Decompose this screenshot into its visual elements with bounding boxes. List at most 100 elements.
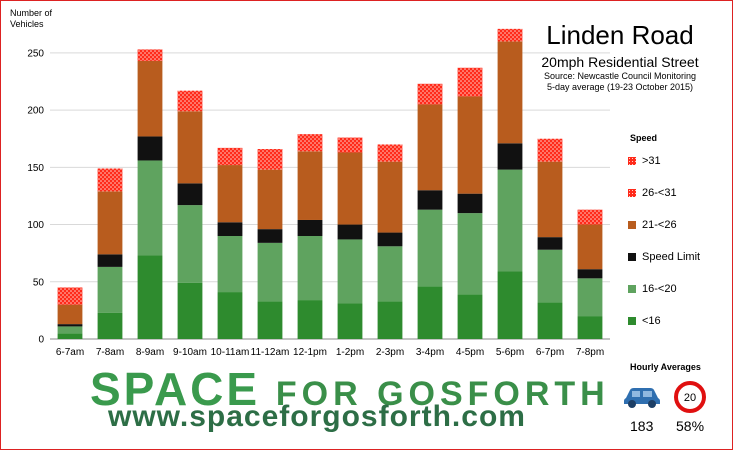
bar-segment-16-20 bbox=[417, 209, 443, 287]
x-tick-labels: 6-7am 7-8am 8-9am 9-10am 10-11am 11-12am 12-1p… bbox=[56, 347, 604, 358]
x-tick-label: 1-2pm bbox=[336, 347, 364, 358]
speed-limit-sign-icon: 20 bbox=[674, 381, 706, 413]
bar-segment-speed-limit bbox=[97, 254, 123, 267]
bar-segment-16-20 bbox=[457, 213, 483, 295]
legend-item: 21-<26 bbox=[628, 219, 677, 231]
bar-segment--16 bbox=[217, 292, 243, 339]
bar-segment-26-31 bbox=[97, 168, 123, 192]
bar-segment-26-31 bbox=[57, 287, 83, 305]
legend-label: 21-<26 bbox=[642, 219, 677, 231]
legend-swatch bbox=[628, 221, 636, 229]
bar-segment-16-20 bbox=[137, 160, 163, 256]
car-icon bbox=[624, 388, 660, 408]
hourly-speeding-percent: 58% bbox=[676, 418, 705, 434]
hourly-vehicle-count: 183 bbox=[630, 418, 654, 434]
bar-segment-26-31 bbox=[297, 134, 323, 152]
bar-segment-21-26 bbox=[417, 104, 443, 191]
bar-segment--16 bbox=[457, 294, 483, 339]
bar-segment--16 bbox=[377, 301, 403, 339]
x-tick-label: 10-11am bbox=[211, 347, 250, 358]
bar-segment-26-31 bbox=[417, 83, 443, 105]
bar-segment-speed-limit bbox=[577, 269, 603, 279]
y-tick-label: 50 bbox=[33, 277, 45, 288]
bar-segment-26-31 bbox=[257, 149, 283, 170]
bar-segment-26-31 bbox=[537, 138, 563, 162]
legend-swatch bbox=[628, 285, 636, 293]
legend-swatch bbox=[628, 157, 636, 165]
x-tick-label: 5-6pm bbox=[496, 347, 524, 358]
legend-label: Speed Limit bbox=[642, 251, 701, 263]
bar-segment--16 bbox=[97, 312, 123, 339]
bar-segment--16 bbox=[497, 271, 523, 339]
x-tick-label: 11-12am bbox=[251, 347, 290, 358]
bar-segment-26-31 bbox=[577, 209, 603, 225]
bar-segment-speed-limit bbox=[457, 193, 483, 214]
bar-segment-21-26 bbox=[497, 41, 523, 144]
x-tick-label: 6-7pm bbox=[536, 347, 564, 358]
x-tick-label: 4-5pm bbox=[456, 347, 484, 358]
legend-label: <16 bbox=[642, 315, 661, 327]
bar-segment-21-26 bbox=[57, 304, 83, 325]
speed-limit-value: 20 bbox=[684, 392, 696, 404]
legend-item: 26-<31 bbox=[628, 187, 677, 199]
bar-segment-21-26 bbox=[257, 169, 283, 230]
legend-label: 16-<20 bbox=[642, 283, 677, 295]
y-tick-label: 200 bbox=[27, 106, 44, 117]
bar-segment-21-26 bbox=[337, 152, 363, 225]
bar-segment-16-20 bbox=[377, 246, 403, 302]
legend-swatch bbox=[628, 189, 636, 197]
bar-segment-26-31 bbox=[497, 28, 523, 42]
legend-item: >31 bbox=[628, 155, 661, 167]
x-tick-label: 7-8am bbox=[96, 347, 124, 358]
y-tick-label: 150 bbox=[27, 163, 44, 174]
bar-segment-16-20 bbox=[577, 278, 603, 317]
legend-item: 16-<20 bbox=[628, 283, 677, 295]
bar-segment-speed-limit bbox=[217, 222, 243, 236]
bar-segment-speed-limit bbox=[497, 143, 523, 170]
bar-segment-speed-limit bbox=[377, 232, 403, 247]
bar-segment-21-26 bbox=[297, 151, 323, 220]
bar-segment-16-20 bbox=[217, 236, 243, 293]
legend-item: Speed Limit bbox=[628, 251, 700, 263]
bar-segment-21-26 bbox=[177, 111, 203, 184]
bar-segment--16 bbox=[577, 316, 603, 339]
bar-segment-16-20 bbox=[97, 266, 123, 313]
y-tick-label: 100 bbox=[27, 220, 44, 231]
x-tick-label: 9-10am bbox=[173, 347, 207, 358]
bar-segment-26-31 bbox=[137, 49, 163, 61]
y-gridlines bbox=[50, 52, 610, 340]
bar-segment-speed-limit bbox=[177, 183, 203, 206]
bar-segment-21-26 bbox=[457, 96, 483, 194]
bar-segment-21-26 bbox=[537, 161, 563, 238]
legend-swatch bbox=[628, 317, 636, 325]
bar-segment-26-31 bbox=[217, 147, 243, 166]
bar-segment-21-26 bbox=[97, 191, 123, 255]
brand-wordmark-for-gosforth: FOR GOSFORTH bbox=[275, 375, 610, 413]
legend-item: <16 bbox=[628, 315, 661, 327]
bar-segment-26-31 bbox=[177, 90, 203, 112]
chart-title: Linden Road bbox=[546, 20, 694, 50]
x-tick-label: 6-7am bbox=[56, 347, 84, 358]
bar-segment-speed-limit bbox=[417, 190, 443, 210]
legend-label: >31 bbox=[642, 155, 661, 167]
bar-segment--16 bbox=[537, 302, 563, 339]
y-tick-label: 0 bbox=[38, 335, 44, 346]
brand-wordmark: SPACE FOR GOSFORTH bbox=[90, 362, 610, 416]
x-tick-label: 3-4pm bbox=[416, 347, 444, 358]
x-tick-label: 2-3pm bbox=[376, 347, 404, 358]
x-tick-label: 8-9am bbox=[136, 347, 164, 358]
bar-segment-speed-limit bbox=[257, 229, 283, 243]
x-tick-label: 12-1pm bbox=[293, 347, 327, 358]
bar-segment-speed-limit bbox=[297, 219, 323, 236]
chart-source: Source: Newcastle Council Monitoring bbox=[543, 71, 697, 81]
bar-segment-speed-limit bbox=[537, 237, 563, 250]
bar-segment-26-31 bbox=[377, 144, 403, 162]
chart-period: 5-day average (19-23 October 2015) bbox=[546, 82, 694, 92]
bar-segment-26-31 bbox=[337, 137, 363, 153]
bar-segment-speed-limit bbox=[337, 224, 363, 240]
brand-url: www.spaceforgosforth.com bbox=[108, 400, 526, 433]
bar-segment--16 bbox=[137, 255, 163, 339]
bar-series bbox=[57, 28, 603, 339]
bar-segment--16 bbox=[177, 282, 203, 339]
